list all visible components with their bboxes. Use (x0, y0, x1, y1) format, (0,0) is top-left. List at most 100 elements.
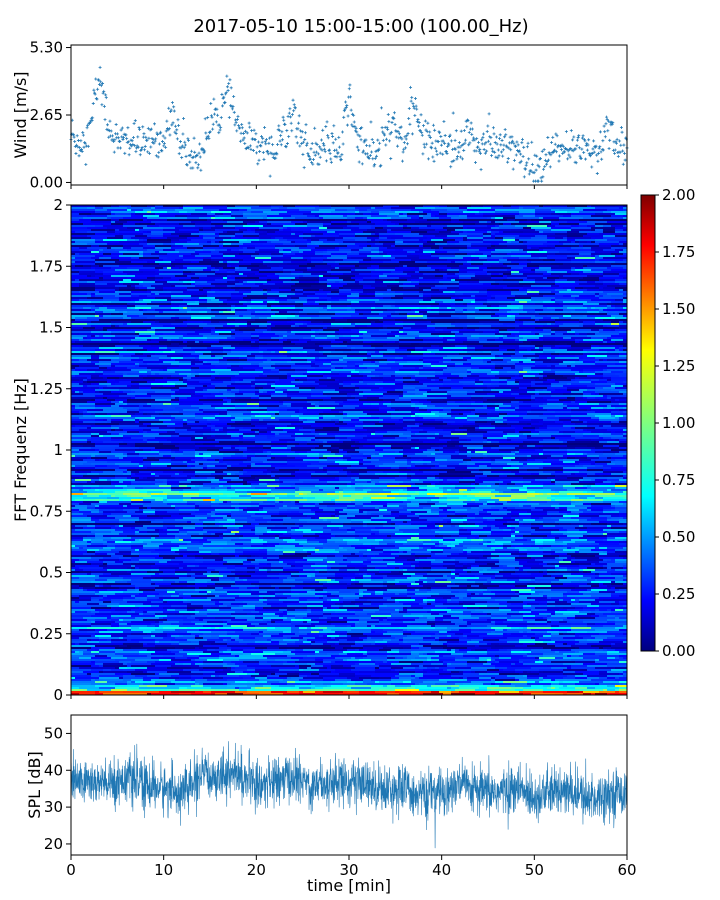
spectrogram-cell (263, 261, 284, 264)
spectrogram-cell (403, 283, 420, 286)
spectrogram-cell (123, 217, 148, 220)
spectrogram-cell (547, 403, 564, 406)
wind-point (183, 140, 187, 144)
spectrogram-cell (499, 223, 504, 226)
spectrogram-cell (511, 261, 532, 264)
wind-point (575, 144, 579, 148)
spectrogram-cell (171, 283, 184, 286)
spectrogram-cell (419, 267, 432, 270)
spectrogram-cell (579, 225, 588, 228)
spectrogram-cell (591, 241, 596, 244)
spectrogram-cell (211, 345, 232, 348)
wind-point (75, 143, 79, 147)
spectrogram-cell (71, 311, 96, 314)
spectrogram-cell (375, 321, 384, 324)
spectrogram-cell (543, 317, 552, 320)
wind-point (138, 128, 142, 132)
spectrogram-cell (547, 225, 556, 228)
spectrogram-cell (455, 311, 464, 314)
spectrogram-cell (491, 207, 512, 210)
wind-point (82, 145, 86, 149)
spectrogram-cell (603, 373, 616, 376)
spectrogram-cell (259, 237, 272, 240)
spectrogram-cell (551, 247, 556, 250)
wind-point (414, 104, 418, 108)
spectrogram-cell (451, 297, 460, 300)
spectrogram-cell (103, 327, 124, 330)
spectrogram-cell (355, 231, 364, 234)
spectrogram-cell (239, 325, 248, 328)
spectrogram-cell (531, 383, 536, 386)
spectrogram-cell (543, 249, 568, 252)
wind-point (553, 148, 557, 152)
spectrogram-cell (75, 253, 80, 256)
spectrogram-cell (367, 367, 392, 370)
spectrogram-cell (227, 317, 252, 320)
spectrogram-cell (311, 361, 332, 364)
spectrogram-cell (543, 205, 568, 208)
spectrogram-cell (571, 329, 592, 332)
spectrogram-cell (223, 213, 232, 216)
spectrogram-cell (195, 351, 212, 354)
wind-point (354, 126, 358, 130)
spectrogram-cell (315, 343, 340, 346)
spectrogram-cell (275, 383, 296, 386)
spectrogram-cell (227, 289, 236, 292)
spectrogram-cell (391, 367, 416, 370)
spectrogram-cell (83, 327, 92, 330)
spectrogram-cell (431, 209, 448, 212)
wind-point (207, 136, 211, 140)
wind-point (454, 129, 458, 133)
spectrogram-cell (91, 245, 100, 248)
wind-y-tick-label: 0.00 (30, 173, 63, 191)
spectrogram-cell (355, 207, 372, 210)
spectrogram-cell (587, 389, 612, 392)
spectrogram-cell (175, 327, 192, 330)
spectrogram-cell (451, 325, 456, 328)
spectrogram-cell (471, 243, 492, 246)
spectrogram-cell (295, 343, 316, 346)
spectrogram-cell (223, 277, 228, 280)
wind-point (412, 106, 416, 110)
spectrogram-cell (71, 315, 96, 318)
spectrogram-cell (115, 359, 132, 362)
spectrogram-cell (319, 303, 328, 306)
spectrogram-cell (587, 289, 600, 292)
spectrogram-cell (615, 327, 620, 330)
spectrogram-cell (127, 207, 152, 210)
spectrogram-cell (75, 261, 96, 264)
spectrogram-cell (303, 347, 324, 350)
spectrogram-cell (91, 327, 96, 330)
wind-point (228, 78, 232, 82)
spectrogram-cell (327, 357, 344, 360)
spectrogram-cell (435, 371, 444, 374)
spectrogram-cell (487, 339, 496, 342)
spectrogram-cell (71, 221, 92, 224)
spectrogram-cell (551, 273, 572, 276)
wind-point (199, 168, 203, 172)
spectrogram-cell (187, 385, 204, 388)
spectrogram-cell (387, 333, 408, 336)
spectrogram-cell (107, 247, 112, 250)
wind-point (308, 157, 312, 161)
spectrogram-cell (463, 227, 468, 230)
spectrogram-cell (243, 231, 256, 234)
spectrogram-cell (403, 269, 420, 272)
spectrogram-cell (391, 377, 404, 380)
wind-point (606, 119, 610, 123)
spectrogram-cell (443, 405, 460, 408)
spectrogram-cell (483, 237, 496, 240)
spectrogram-cell (519, 307, 524, 310)
spectrogram-cell (227, 271, 236, 274)
wind-point (325, 120, 329, 124)
spectrogram-cell (539, 391, 552, 394)
spectrogram-cell (247, 223, 268, 226)
spectrogram-cell (239, 373, 264, 376)
spectrogram-cell (231, 215, 244, 218)
spectrogram-cell (371, 275, 380, 278)
spectrogram-cell (227, 281, 240, 284)
spectrogram-cell (615, 317, 628, 320)
spectrogram-cell (439, 217, 452, 220)
wind-point (136, 145, 140, 149)
wind-point (290, 129, 294, 133)
